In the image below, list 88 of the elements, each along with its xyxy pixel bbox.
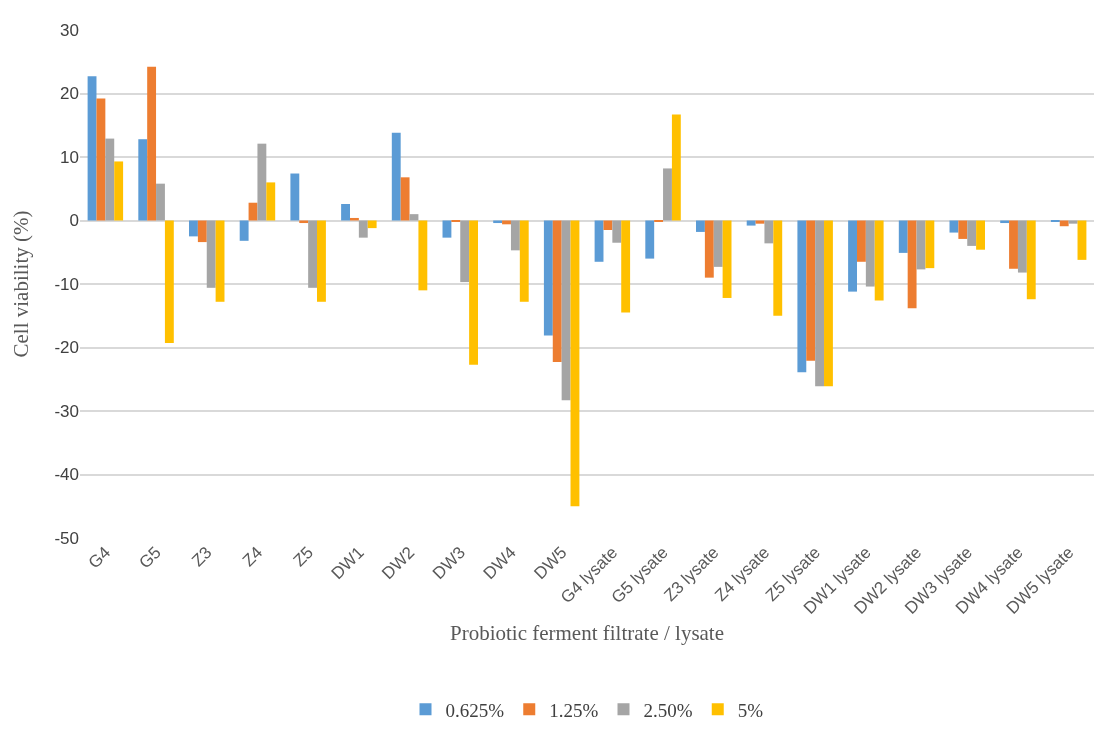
bar (114, 161, 124, 221)
bar (696, 220, 705, 232)
bar (1026, 220, 1036, 300)
bar (248, 202, 258, 221)
legend-label: 1.25% (549, 699, 599, 721)
bar (290, 173, 300, 221)
y-tick-label: 0 (69, 211, 79, 231)
y-tick-label: -50 (54, 528, 79, 548)
bar (552, 220, 562, 363)
bar (543, 220, 553, 336)
bar (400, 177, 410, 221)
bar (561, 220, 571, 401)
bar (713, 220, 723, 267)
bar (907, 220, 917, 309)
y-tick-label: -40 (54, 465, 79, 485)
bar (663, 168, 672, 221)
bar (976, 220, 985, 250)
bar (848, 220, 857, 292)
bar (925, 220, 935, 269)
bar (197, 220, 207, 243)
bar (317, 220, 326, 302)
bar (105, 138, 115, 221)
bar (358, 220, 368, 238)
bar (164, 220, 174, 344)
bar (367, 220, 377, 229)
x-tick-label: G5 (135, 542, 165, 573)
bar (570, 220, 580, 507)
bar (856, 220, 866, 262)
bar (898, 220, 908, 253)
bar (418, 220, 428, 291)
bar (1068, 220, 1078, 224)
bar (594, 220, 604, 262)
bar (206, 220, 216, 288)
bar (967, 220, 977, 246)
bar (773, 220, 783, 316)
bar (257, 143, 267, 221)
bar (704, 220, 714, 278)
bar (1009, 220, 1018, 269)
y-tick-label: 10 (60, 147, 79, 167)
bar (746, 220, 756, 226)
bar (391, 132, 401, 221)
bar (815, 220, 825, 387)
bar (239, 220, 249, 241)
x-tick-label: Z3 (188, 542, 216, 571)
bar (341, 203, 350, 221)
bar (603, 220, 613, 231)
bar (806, 220, 816, 361)
bar (824, 220, 833, 387)
bar (797, 220, 807, 373)
bar (147, 66, 157, 221)
bar (874, 220, 884, 301)
legend-label: 2.50% (643, 699, 693, 721)
y-tick-label: -30 (54, 401, 79, 421)
bar (764, 220, 774, 244)
bar (96, 98, 106, 221)
bar (189, 220, 198, 237)
bar (510, 220, 520, 251)
bar (958, 220, 968, 239)
bar (156, 183, 165, 221)
x-tick-label: G4 (84, 542, 115, 573)
x-axis-title: Probiotic ferment filtrate / lysate (449, 621, 725, 645)
bar (349, 217, 359, 221)
y-axis-title: Cell viability (%) (9, 210, 33, 358)
bar (409, 214, 419, 221)
bar (87, 76, 97, 221)
bar (266, 182, 276, 221)
bar (469, 220, 478, 365)
y-tick-label: 30 (60, 20, 79, 40)
bar (722, 220, 732, 298)
bar (138, 139, 148, 221)
bar (621, 220, 631, 313)
y-tick-label: -10 (54, 274, 79, 294)
bar (612, 220, 622, 243)
legend-label: 0.625% (445, 699, 505, 721)
bar (519, 220, 529, 302)
bar (671, 114, 681, 221)
bar (865, 220, 875, 287)
bar (949, 220, 959, 233)
y-tick-label: 20 (60, 84, 79, 104)
bar (308, 220, 318, 288)
bar (215, 220, 225, 302)
bar (645, 220, 655, 259)
x-tick-label: Z5 (289, 542, 317, 571)
bar (1017, 220, 1027, 273)
y-tick-label: -20 (54, 338, 79, 358)
bar (460, 220, 470, 283)
x-tick-label: Z4 (238, 542, 267, 571)
legend-label: 5% (737, 699, 764, 721)
